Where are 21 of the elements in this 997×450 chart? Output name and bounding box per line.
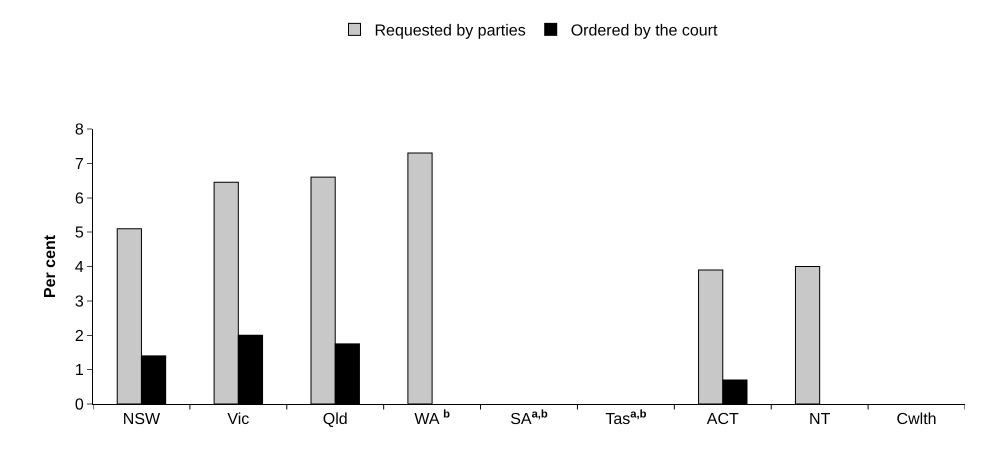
legend-label: Ordered by the court — [570, 22, 718, 40]
x-tick-label: NSW — [122, 411, 162, 428]
x-tick-label: NT — [809, 411, 831, 428]
x-tick-label: Vic — [227, 411, 250, 428]
y-tick-label: 1 — [74, 362, 84, 380]
legend-label: Requested by parties — [374, 22, 526, 40]
y-tick-label: 7 — [74, 156, 84, 173]
y-axis-title: Per cent — [42, 234, 59, 298]
y-tick-label: 6 — [74, 190, 84, 208]
y-tick-label: 5 — [74, 224, 84, 242]
x-tick-label: ACT — [706, 411, 740, 428]
y-tick-label: 8 — [74, 122, 84, 139]
x-tick-label: Tas$^{a,b}$ — [605, 408, 647, 428]
x-tick-label: Qld — [322, 411, 348, 428]
y-tick-label: 0 — [74, 396, 84, 414]
x-tick-label: Cwlth — [896, 411, 937, 428]
y-tick-label: 2 — [74, 328, 84, 345]
x-tick-label: WA $^{b}$ — [414, 408, 450, 428]
y-tick-label: 4 — [74, 259, 84, 276]
x-tick-label: SA$^{a,b}$ — [510, 408, 548, 428]
y-tick-label: 3 — [74, 293, 84, 310]
